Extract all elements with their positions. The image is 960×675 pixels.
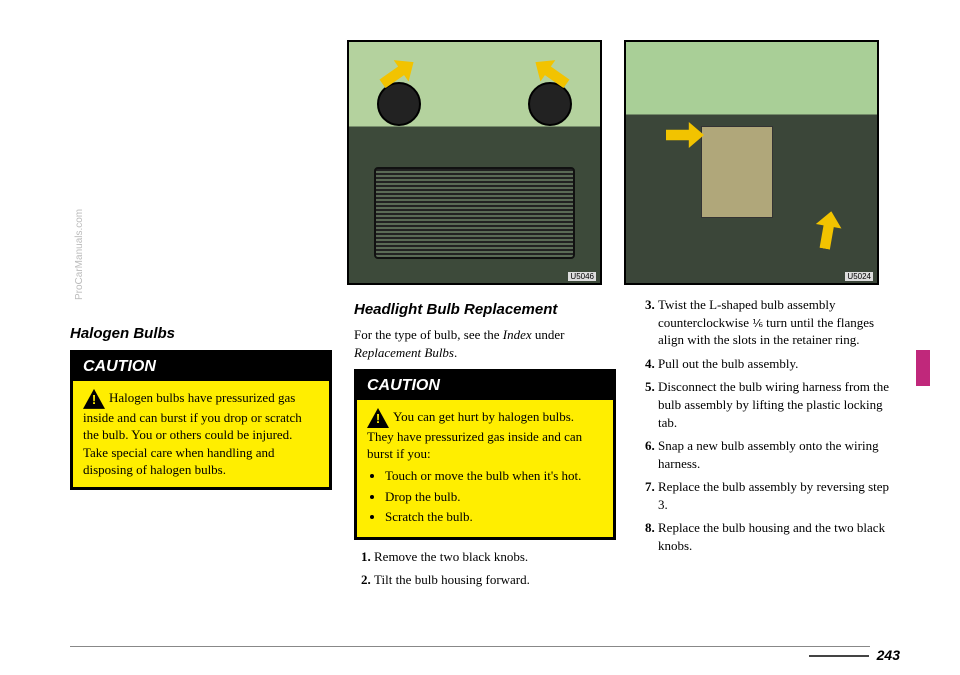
watermark-text: ProCarManuals.com bbox=[74, 209, 85, 300]
step-2: Tilt the bulb housing forward. bbox=[374, 571, 616, 589]
caution-bullet: Scratch the bulb. bbox=[385, 508, 603, 526]
arrow-icon bbox=[666, 122, 704, 148]
heading-halogen-bulbs: Halogen Bulbs bbox=[70, 324, 332, 344]
warning-icon bbox=[83, 389, 105, 409]
intro-paragraph: For the type of bulb, see the Index unde… bbox=[354, 326, 616, 361]
caution-box: CAUTION You can get hurt by halogen bulb… bbox=[354, 369, 616, 539]
step-4: Pull out the bulb assembly. bbox=[658, 355, 900, 373]
caution-box: CAUTION Halogen bulbs have pressurized g… bbox=[70, 350, 332, 490]
step-5: Disconnect the bulb wiring harness from … bbox=[658, 378, 900, 431]
steps-list: Remove the two black knobs. Tilt the bul… bbox=[354, 548, 616, 595]
steps-list-continued: Twist the L-shaped bulb assembly counter… bbox=[638, 296, 900, 560]
step-6: Snap a new bulb assembly onto the wiring… bbox=[658, 437, 900, 472]
footer-rule bbox=[70, 646, 870, 647]
step-3: Twist the L-shaped bulb assembly counter… bbox=[658, 296, 900, 349]
caution-text: Halogen bulbs have pressurized gas insid… bbox=[83, 390, 302, 478]
warning-icon bbox=[367, 408, 389, 428]
caution-bullet: Drop the bulb. bbox=[385, 488, 603, 506]
step-7: Replace the bulb assembly by reversing s… bbox=[658, 478, 900, 513]
step-1: Remove the two black knobs. bbox=[374, 548, 616, 566]
caution-label: CAUTION bbox=[73, 353, 329, 381]
caution-body: Halogen bulbs have pressurized gas insid… bbox=[73, 381, 329, 487]
heading-headlight-replacement: Headlight Bulb Replacement bbox=[354, 300, 616, 320]
caution-bullet-list: Touch or move the bulb when it's hot. Dr… bbox=[367, 467, 603, 526]
manual-page: U5046 U5024 ProCarManuals.com Halogen Bu… bbox=[0, 0, 960, 675]
caution-label: CAUTION bbox=[357, 372, 613, 400]
caution-lead: You can get hurt by halogen bulbs. They … bbox=[367, 409, 582, 462]
figure-headlight-knobs: U5046 bbox=[347, 40, 602, 285]
page-number: 243 bbox=[809, 647, 900, 663]
caution-bullet: Touch or move the bulb when it's hot. bbox=[385, 467, 603, 485]
figure-bulb-assembly: U5024 bbox=[624, 40, 879, 285]
figure-id: U5046 bbox=[568, 272, 596, 281]
arrow-icon bbox=[812, 209, 844, 251]
figure-row: U5046 U5024 bbox=[70, 40, 879, 285]
section-tab bbox=[916, 350, 930, 386]
step-8: Replace the bulb housing and the two bla… bbox=[658, 519, 900, 554]
caution-body: You can get hurt by halogen bulbs. They … bbox=[357, 400, 613, 537]
figure-id: U5024 bbox=[845, 272, 873, 281]
